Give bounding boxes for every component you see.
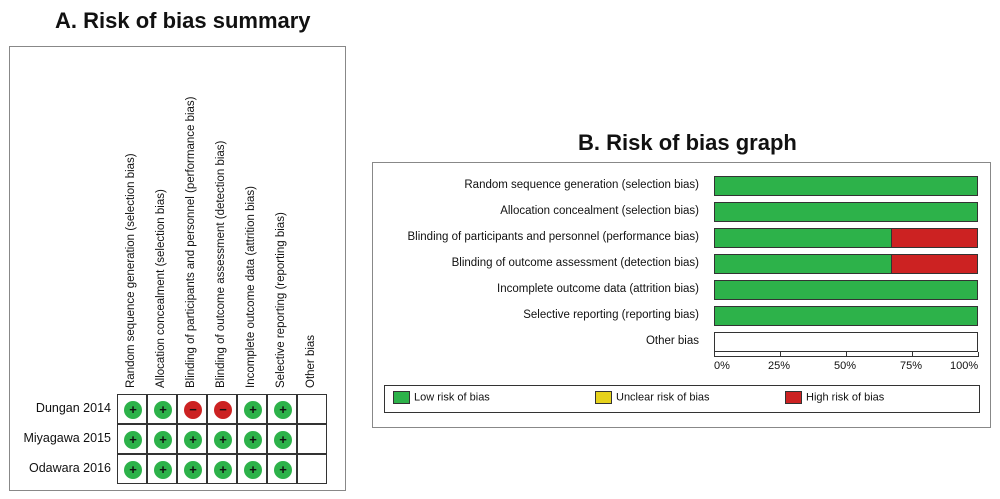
category-label: Allocation concealment (selection bias) <box>500 205 699 217</box>
legend-label: High risk of bias <box>806 391 885 404</box>
low-risk-icon: + <box>244 431 262 449</box>
study-label: Dungan 2014 <box>35 401 111 415</box>
low-risk-icon: + <box>214 461 232 479</box>
high-risk-icon: − <box>214 401 232 419</box>
summary-title: A. Risk of bias summary <box>55 8 311 33</box>
summary-cell <box>297 454 327 484</box>
summary-cell: + <box>117 394 147 424</box>
category-label: Selective reporting (reporting bias) <box>523 309 699 321</box>
x-tick-label: 100% <box>950 360 979 372</box>
low-risk-icon: + <box>154 461 172 479</box>
summary-cell: + <box>237 394 267 424</box>
category-label: Blinding of outcome assessment (detectio… <box>451 257 699 269</box>
x-axis-tick <box>846 352 847 357</box>
summary-cell: + <box>207 424 237 454</box>
x-axis-tick <box>978 352 979 357</box>
legend-swatch-low <box>393 391 410 404</box>
graph-title: B. Risk of bias graph <box>578 130 797 155</box>
legend-item-low: Low risk of bias <box>393 391 490 404</box>
bar-track <box>714 306 978 326</box>
summary-cell: − <box>177 394 207 424</box>
x-tick-label: 50% <box>834 360 857 372</box>
legend-swatch-high <box>785 391 802 404</box>
x-tick-label: 0% <box>714 360 730 372</box>
domain-column-label: Selective reporting (reporting bias) <box>275 212 287 388</box>
low-risk-icon: + <box>154 401 172 419</box>
summary-cell: + <box>207 454 237 484</box>
study-label: Miyagawa 2015 <box>23 431 111 445</box>
bar-segment-high <box>890 229 977 247</box>
legend-item-unclear: Unclear risk of bias <box>595 391 710 404</box>
legend: Low risk of bias Unclear risk of bias High… <box>384 385 980 413</box>
bar-segment-low <box>715 203 977 221</box>
domain-column-label: Random sequence generation (selection bi… <box>125 153 137 388</box>
low-risk-icon: + <box>154 431 172 449</box>
summary-cell: + <box>177 424 207 454</box>
domain-column-label: Other bias <box>305 334 317 388</box>
bar-track <box>714 228 978 248</box>
summary-cell: + <box>147 454 177 484</box>
summary-cell: + <box>237 424 267 454</box>
domain-column-label: Allocation concealment (selection bias) <box>155 189 167 388</box>
bar-track <box>714 254 978 274</box>
risk-of-bias-graph-panel: Random sequence generation (selection bi… <box>372 162 991 428</box>
summary-cell: + <box>237 454 267 484</box>
category-label: Random sequence generation (selection bi… <box>464 179 699 191</box>
low-risk-icon: + <box>184 461 202 479</box>
x-axis-tick <box>780 352 781 357</box>
bar-track <box>714 332 978 352</box>
low-risk-icon: + <box>244 461 262 479</box>
bar-track <box>714 202 978 222</box>
legend-label: Unclear risk of bias <box>616 391 710 404</box>
low-risk-icon: + <box>274 461 292 479</box>
bar-track <box>714 280 978 300</box>
x-tick-label: 75% <box>900 360 923 372</box>
category-label: Incomplete outcome data (attrition bias) <box>497 283 699 295</box>
legend-label: Low risk of bias <box>414 391 490 404</box>
summary-cell: + <box>147 394 177 424</box>
risk-of-bias-summary-panel: Random sequence generation (selection bi… <box>9 46 346 491</box>
summary-cell <box>297 394 327 424</box>
bar-track <box>714 176 978 196</box>
low-risk-icon: + <box>124 431 142 449</box>
summary-cell: + <box>117 424 147 454</box>
low-risk-icon: + <box>274 431 292 449</box>
x-tick-label: 25% <box>768 360 791 372</box>
bar-segment-low <box>715 307 977 325</box>
bar-segment-low <box>715 229 891 247</box>
summary-cell: + <box>267 394 297 424</box>
legend-swatch-unclear <box>595 391 612 404</box>
summary-cell: + <box>117 454 147 484</box>
low-risk-icon: + <box>124 461 142 479</box>
category-label: Other bias <box>645 335 699 347</box>
bar-segment-low <box>715 255 891 273</box>
summary-cell <box>297 424 327 454</box>
low-risk-icon: + <box>244 401 262 419</box>
domain-column-label: Incomplete outcome data (attrition bias) <box>245 186 257 388</box>
domain-column-label: Blinding of outcome assessment (detectio… <box>215 140 227 388</box>
summary-cell: + <box>177 454 207 484</box>
domain-column-label: Blinding of participants and personnel (… <box>185 96 197 389</box>
category-label: Blinding of participants and personnel (… <box>407 231 700 243</box>
summary-cell: + <box>267 424 297 454</box>
bar-segment-low <box>715 281 977 299</box>
summary-cell: − <box>207 394 237 424</box>
summary-cell: + <box>147 424 177 454</box>
high-risk-icon: − <box>184 401 202 419</box>
low-risk-icon: + <box>124 401 142 419</box>
bar-segment-low <box>715 177 977 195</box>
low-risk-icon: + <box>184 431 202 449</box>
low-risk-icon: + <box>274 401 292 419</box>
summary-cell: + <box>267 454 297 484</box>
legend-item-high: High risk of bias <box>785 391 884 404</box>
x-axis-tick <box>714 352 715 357</box>
study-label: Odawara 2016 <box>28 461 111 475</box>
low-risk-icon: + <box>214 431 232 449</box>
x-axis-tick <box>912 352 913 357</box>
bar-segment-high <box>890 255 977 273</box>
